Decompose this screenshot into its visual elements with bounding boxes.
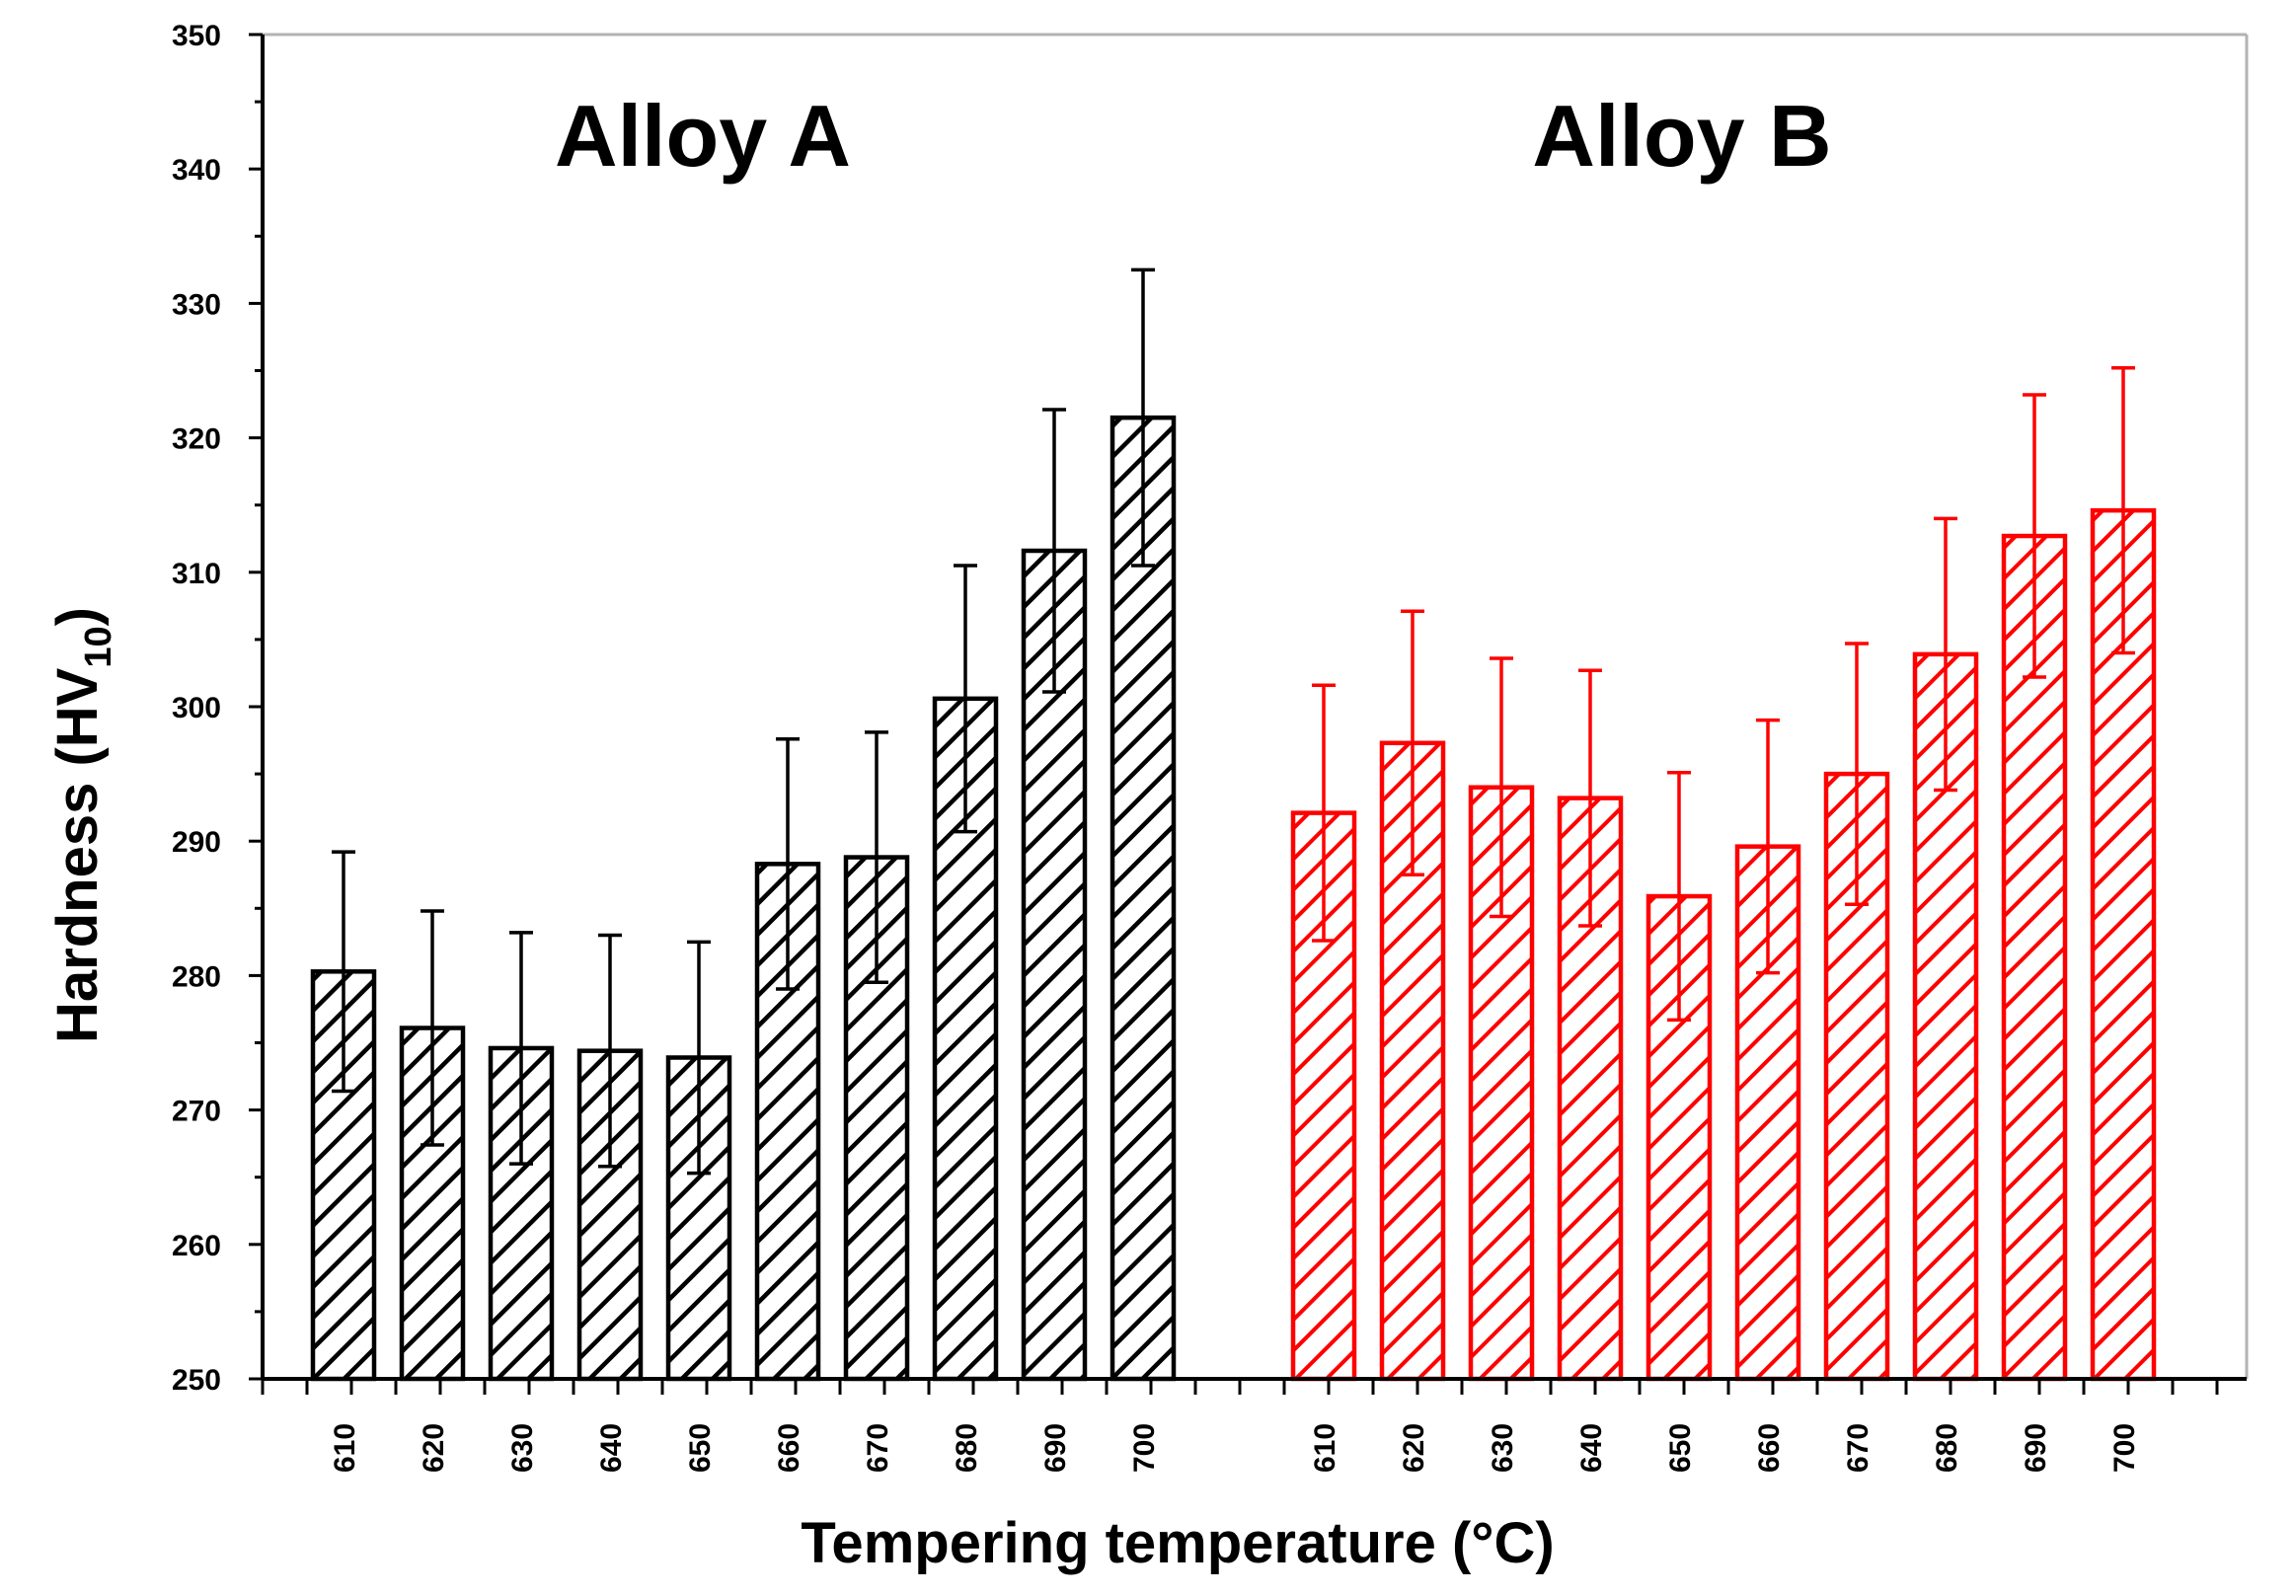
x-tick-label: 650 xyxy=(1664,1423,1697,1473)
x-tick-label: 700 xyxy=(2108,1423,2141,1473)
y-tick-label: 250 xyxy=(172,1364,221,1397)
x-tick-label: 630 xyxy=(506,1423,539,1473)
y-tick-label: 300 xyxy=(172,692,221,724)
x-tick-label: 680 xyxy=(1931,1423,1963,1473)
x-tick-label: 640 xyxy=(595,1423,628,1473)
x-tick-label: 670 xyxy=(1842,1423,1875,1473)
y-tick-label: 330 xyxy=(172,288,221,321)
y-axis-title: Hardness (HV10) xyxy=(45,607,119,1043)
x-tick-label: 660 xyxy=(1753,1423,1786,1473)
x-tick-label: 610 xyxy=(329,1423,361,1473)
x-tick-label: 620 xyxy=(418,1423,450,1473)
y-tick-label: 320 xyxy=(172,423,221,456)
y-axis-title-main: Hardness (HV xyxy=(45,667,110,1043)
x-tick-label: 620 xyxy=(1398,1423,1430,1473)
y-axis-title-subscript: 10 xyxy=(78,626,119,667)
x-tick-label: 670 xyxy=(862,1423,894,1473)
y-tick-label: 340 xyxy=(172,154,221,187)
x-axis-title: Tempering temperature (°C) xyxy=(801,1511,1554,1575)
x-tick-label: 630 xyxy=(1487,1423,1519,1473)
x-tick-label: 610 xyxy=(1309,1423,1341,1473)
y-tick-label: 260 xyxy=(172,1230,221,1262)
bars-layer xyxy=(310,415,2157,1382)
y-ticks-layer: 250 260 270 280 290 300 310 320 330 340 350 xyxy=(172,20,263,1397)
y-tick-label: 290 xyxy=(172,826,221,859)
x-ticks-layer: 610 620 630 640 650 660 670 680 690 700 610 620 630 6… xyxy=(261,1379,2219,1473)
x-tick-label: 650 xyxy=(684,1423,717,1473)
error-bars-layer xyxy=(332,267,2135,1176)
x-tick-label: 690 xyxy=(2020,1423,2052,1473)
group-title-alloy-a: Alloy A xyxy=(555,87,851,185)
x-tick-label: 660 xyxy=(773,1423,805,1473)
y-tick-label: 280 xyxy=(172,960,221,993)
x-tick-label: 700 xyxy=(1128,1423,1161,1473)
x-tick-label: 640 xyxy=(1575,1423,1608,1473)
y-tick-label: 310 xyxy=(172,558,221,590)
x-tick-label: 690 xyxy=(1039,1423,1072,1473)
group-title-alloy-b: Alloy B xyxy=(1532,87,1831,185)
y-axis-title-suffix: ) xyxy=(45,607,110,626)
x-tick-label: 680 xyxy=(951,1423,983,1473)
y-tick-label: 350 xyxy=(172,20,221,52)
y-tick-label: 270 xyxy=(172,1096,221,1128)
